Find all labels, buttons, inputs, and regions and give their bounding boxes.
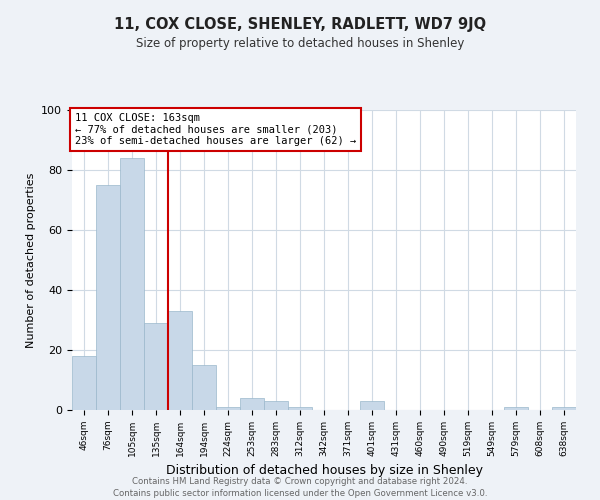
Bar xyxy=(264,401,288,410)
X-axis label: Distribution of detached houses by size in Shenley: Distribution of detached houses by size … xyxy=(166,464,482,477)
Bar xyxy=(120,158,144,410)
Text: 11, COX CLOSE, SHENLEY, RADLETT, WD7 9JQ: 11, COX CLOSE, SHENLEY, RADLETT, WD7 9JQ xyxy=(114,18,486,32)
Bar xyxy=(552,407,576,410)
Text: Contains public sector information licensed under the Open Government Licence v3: Contains public sector information licen… xyxy=(113,489,487,498)
Text: 11 COX CLOSE: 163sqm
← 77% of detached houses are smaller (203)
23% of semi-deta: 11 COX CLOSE: 163sqm ← 77% of detached h… xyxy=(75,113,356,146)
Bar xyxy=(216,407,240,410)
Y-axis label: Number of detached properties: Number of detached properties xyxy=(26,172,36,348)
Bar xyxy=(96,185,120,410)
Bar xyxy=(144,323,168,410)
Bar xyxy=(240,398,264,410)
Text: Size of property relative to detached houses in Shenley: Size of property relative to detached ho… xyxy=(136,38,464,51)
Bar xyxy=(192,365,216,410)
Bar xyxy=(288,407,312,410)
Bar xyxy=(168,311,192,410)
Text: Contains HM Land Registry data © Crown copyright and database right 2024.: Contains HM Land Registry data © Crown c… xyxy=(132,478,468,486)
Bar xyxy=(504,407,528,410)
Bar xyxy=(360,401,384,410)
Bar xyxy=(72,356,96,410)
